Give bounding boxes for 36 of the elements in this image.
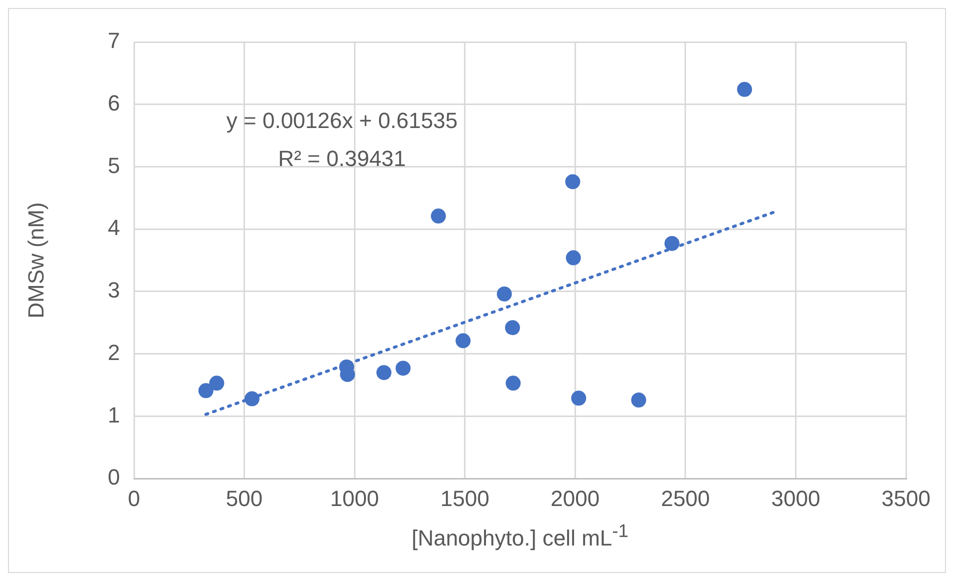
point <box>396 360 411 376</box>
point <box>244 391 260 406</box>
y-tick-label: 3 <box>108 278 120 303</box>
point <box>456 333 471 348</box>
x-axis-title: [Nanophyto.] cell mL$^{-1}$ <box>410 520 630 552</box>
y-tick-label: 0 <box>108 464 120 490</box>
point <box>496 286 512 302</box>
point <box>737 82 752 97</box>
x-tick-label: 1000 <box>330 486 380 511</box>
x-tick-label: 500 <box>226 486 263 511</box>
point <box>430 208 446 224</box>
point <box>506 376 521 391</box>
y-tick-label: 7 <box>108 28 120 54</box>
point <box>376 365 392 380</box>
x-tick-label: 3000 <box>771 486 820 511</box>
y-tick-label: 1 <box>108 402 120 428</box>
point <box>631 392 646 408</box>
y-tick-label: 6 <box>108 90 120 116</box>
x-tick-label: 3500 <box>882 486 930 511</box>
point <box>664 236 680 251</box>
y-axis-title: DMSw (nM) <box>23 202 48 318</box>
point <box>198 383 214 398</box>
y-tick-label: 4 <box>108 215 120 240</box>
y-tick-label: 2 <box>108 340 120 365</box>
annotation: R² = 0.39431 <box>278 146 406 172</box>
x-tick-label: 1500 <box>440 486 490 511</box>
x-tick-label: 2000 <box>550 486 600 511</box>
x-tick-label: 0 <box>128 486 140 511</box>
point <box>505 320 520 336</box>
point <box>566 250 581 266</box>
annotation: y = 0.00126x + 0.61535 <box>226 108 458 134</box>
y-tick-label: 5 <box>108 152 120 178</box>
point <box>565 174 580 190</box>
point <box>209 376 224 391</box>
x-tick-label: 2500 <box>660 486 710 511</box>
point <box>571 390 586 406</box>
